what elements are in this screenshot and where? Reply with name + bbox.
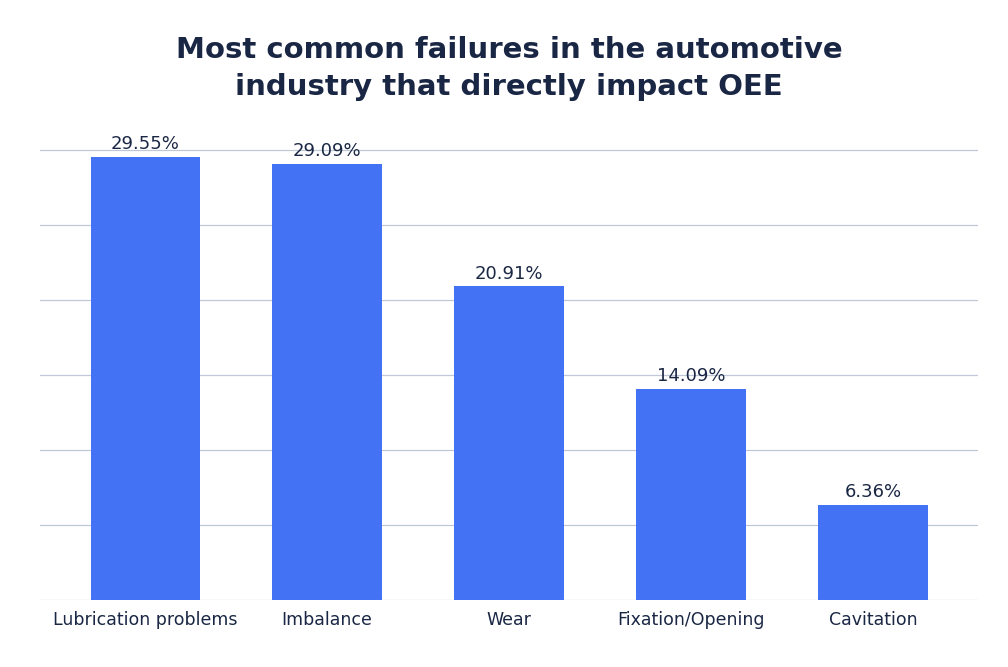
Bar: [91, 157, 200, 600]
Text: 29.09%: 29.09%: [292, 142, 362, 160]
Bar: [636, 389, 746, 600]
Text: 20.91%: 20.91%: [475, 265, 543, 283]
Text: 6.36%: 6.36%: [845, 483, 901, 501]
Bar: [272, 163, 382, 600]
Text: 29.55%: 29.55%: [111, 135, 179, 153]
Title: Most common failures in the automotive
industry that directly impact OEE: Most common failures in the automotive i…: [175, 36, 843, 101]
Bar: [455, 287, 563, 600]
Bar: [818, 505, 927, 600]
Text: 14.09%: 14.09%: [657, 367, 725, 385]
